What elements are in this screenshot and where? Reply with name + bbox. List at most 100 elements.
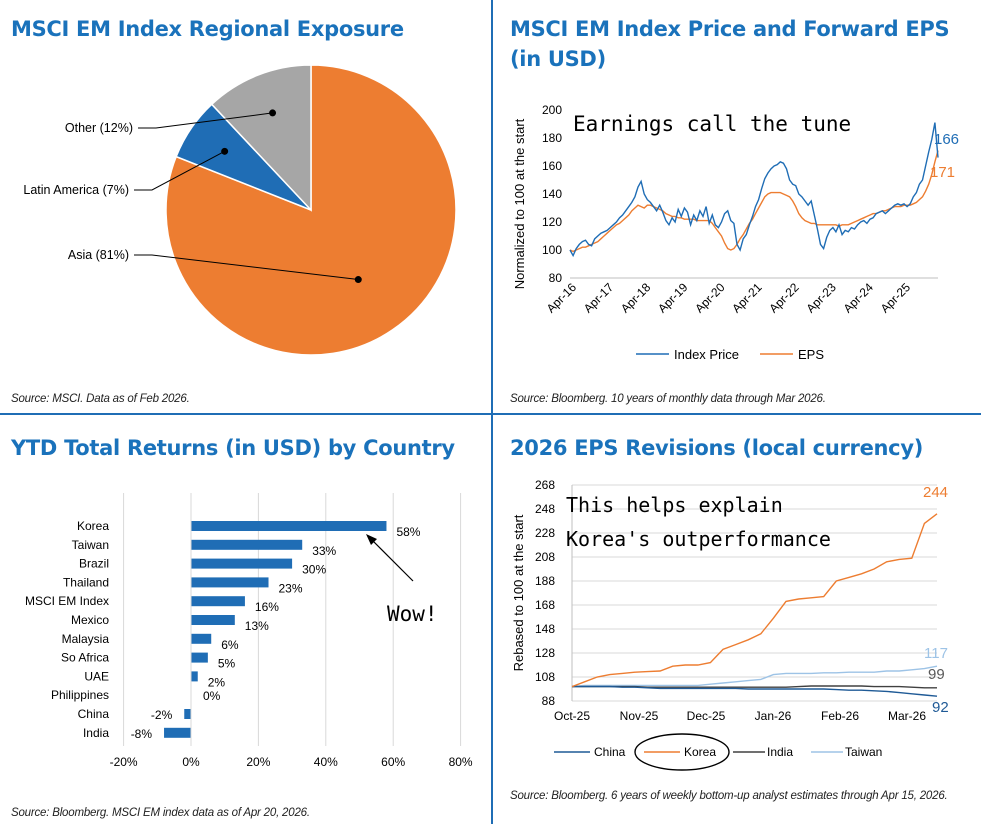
bar <box>191 558 293 569</box>
legend-label: Korea <box>684 745 716 759</box>
category-label: Korea <box>77 519 109 533</box>
slice-label: Other (12%) <box>65 121 133 135</box>
category-label: UAE <box>84 669 109 683</box>
annotation: Wow! <box>387 602 438 626</box>
korea-end-label: 244 <box>923 484 948 501</box>
x-tick-label: Apr-23 <box>804 280 840 316</box>
bar <box>184 709 191 719</box>
y-axis-title: Rebased to 100 at the start <box>511 514 526 671</box>
y-tick-label: 188 <box>535 574 555 588</box>
eps-end-label: 171 <box>930 164 955 181</box>
data-label: 33% <box>312 544 336 558</box>
series-line-0 <box>569 122 939 258</box>
x-tick-label: Nov-25 <box>620 709 659 723</box>
category-label: Malaysia <box>62 632 110 646</box>
category-label: Thailand <box>63 575 109 589</box>
y-tick-label: 128 <box>535 646 555 660</box>
data-label: 58% <box>396 525 420 539</box>
data-label: 13% <box>245 619 269 633</box>
y-tick-label: 180 <box>542 131 562 145</box>
legend-label: Taiwan <box>845 745 882 759</box>
y-tick-label: 80 <box>549 271 563 285</box>
bar <box>191 633 212 644</box>
x-tick-label: Apr-25 <box>878 280 914 316</box>
bar <box>191 615 235 625</box>
china-end-label: 92 <box>932 699 949 716</box>
y-tick-label: 148 <box>535 622 555 636</box>
ytd-returns-bar-chart: -20% 0% 20% 40% 60% 80% Korea 58% Taiwan 33% Brazi… <box>25 493 473 769</box>
x-tick-label: Dec-25 <box>687 709 726 723</box>
leader-line <box>138 112 273 129</box>
vertical-divider <box>491 0 493 824</box>
panel-title: MSCI EM Index Price and Forward EPS (in … <box>510 17 950 71</box>
panel-title: 2026 EPS Revisions (local currency) <box>510 436 924 460</box>
y-tick-label: 100 <box>542 243 562 257</box>
x-tick-label: Jan-26 <box>755 709 792 723</box>
y-tick-label: 140 <box>542 187 562 201</box>
x-tick-label: -20% <box>110 755 138 769</box>
y-tick-label: 228 <box>535 526 555 540</box>
leader-dot <box>354 276 362 284</box>
india-end-label: 99 <box>928 666 945 683</box>
x-tick-label: Apr-20 <box>692 280 728 316</box>
bar <box>191 577 269 588</box>
y-tick-label: 120 <box>542 215 562 229</box>
leader-dot <box>221 147 229 155</box>
legend-label: Index Price <box>674 347 739 362</box>
leader-line <box>134 254 359 281</box>
category-label: Taiwan <box>72 538 109 552</box>
series-line-1 <box>571 513 938 688</box>
data-label: -2% <box>151 708 173 722</box>
source-note: Source: MSCI. Data as of Feb 2026. <box>11 393 190 405</box>
x-tick-label: 40% <box>314 755 338 769</box>
category-label: Brazil <box>79 557 109 571</box>
legend-label: EPS <box>798 347 824 362</box>
y-tick-label: 208 <box>535 550 555 564</box>
regional-exposure-panel: MSCI EM Index Regional Exposure Asia (81… <box>0 0 491 413</box>
category-label: So Africa <box>61 651 109 665</box>
taiwan-end-label: 117 <box>924 645 948 662</box>
bar <box>191 671 198 682</box>
ytd-returns-panel: YTD Total Returns (in USD) by Country -2… <box>0 415 491 824</box>
x-tick-label: Oct-25 <box>554 709 590 723</box>
y-axis-title: Normalized to 100 at the start <box>512 118 527 289</box>
eps-revisions-line-chart: 88 108 128 148 168 188 208 228 248 268 Oct-25 Nov-2… <box>511 478 949 771</box>
data-label: -8% <box>131 727 153 741</box>
x-tick-label: 20% <box>246 755 270 769</box>
x-tick-label: Mar-26 <box>888 709 926 723</box>
category-label: Philippines <box>51 688 109 702</box>
y-tick-label: 88 <box>542 694 556 708</box>
annotation: Earnings call the tune <box>573 112 851 136</box>
source-note: Source: Bloomberg. 10 years of monthly d… <box>510 393 826 405</box>
leader-dot <box>269 109 277 117</box>
y-tick-label: 168 <box>535 598 555 612</box>
bar <box>191 596 245 607</box>
y-tick-label: 108 <box>535 670 555 684</box>
data-label: 6% <box>221 638 239 652</box>
arrow-head <box>366 534 377 545</box>
price-end-label: 166 <box>934 131 959 148</box>
leader-line <box>134 150 225 191</box>
y-tick-label: 200 <box>542 103 562 117</box>
annotation-line-1: This helps explain <box>566 493 783 517</box>
y-tick-label: 160 <box>542 159 562 173</box>
legend-label: China <box>594 745 626 759</box>
pie-slice <box>210 64 312 212</box>
data-label: 0% <box>203 689 221 703</box>
pie-chart: Asia (81%) Latin America (7%) Other (12%) <box>23 64 457 356</box>
series-line-3 <box>571 665 938 688</box>
slice-label: Asia (81%) <box>68 248 129 262</box>
series-line-1 <box>569 150 939 253</box>
bar <box>191 539 303 550</box>
y-tick-label: 248 <box>535 502 555 516</box>
y-tick-label: 268 <box>535 478 555 492</box>
horizontal-divider <box>0 413 981 415</box>
data-label: 16% <box>255 600 279 614</box>
legend-highlight-ellipse <box>634 733 730 771</box>
legend-label: India <box>767 745 793 759</box>
x-tick-label: Apr-21 <box>729 280 765 316</box>
x-tick-label: Apr-17 <box>581 280 617 316</box>
source-note: Source: Bloomberg. MSCI EM index data as… <box>11 807 310 819</box>
annotation-arrow <box>369 537 414 582</box>
